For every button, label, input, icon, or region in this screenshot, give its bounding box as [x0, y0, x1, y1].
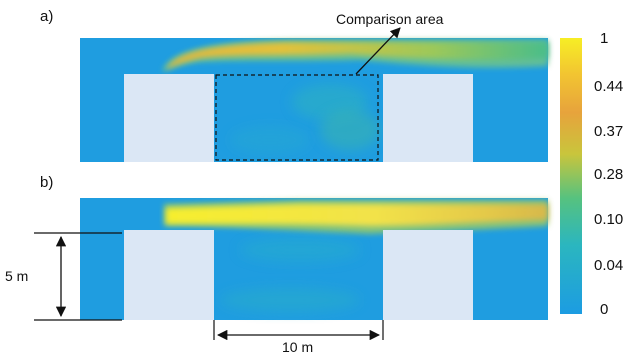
panel-b-plume	[166, 204, 548, 226]
panel-b	[80, 198, 548, 320]
panel-b-eddy-2	[220, 288, 360, 312]
colorbar-tick: 1	[600, 30, 609, 47]
panel-a-eddy-3	[230, 126, 310, 154]
width-dimension	[213, 320, 384, 341]
colorbar-tick: 0.44	[594, 78, 624, 95]
comparison-area-box	[215, 74, 379, 161]
colorbar-tick: 0	[600, 301, 609, 318]
panel-a-label: a)	[40, 8, 54, 25]
height-label: 5 m	[5, 268, 29, 284]
colorbar-tick: 0.04	[594, 257, 624, 274]
panel-a-plume	[166, 42, 548, 70]
panel-b-label: b)	[40, 174, 54, 191]
comparison-arrow	[355, 27, 401, 75]
height-dimension	[34, 232, 122, 321]
colorbar-tick: 0.10	[594, 211, 624, 228]
panel-a-obstacle-right	[383, 74, 473, 162]
width-label: 10 m	[282, 339, 314, 355]
panel-a	[80, 38, 548, 162]
panel-a-obstacle-left	[124, 74, 214, 162]
panel-a-eddy-2	[320, 110, 380, 150]
panel-b-obstacle-right	[383, 230, 473, 320]
colorbar	[560, 38, 582, 314]
colorbar-tick: 0.37	[594, 123, 624, 140]
colorbar-tick: 0.28	[594, 166, 624, 183]
panel-b-eddy-1	[240, 238, 360, 262]
panel-b-obstacle-left	[124, 230, 214, 320]
comparison-area-label: Comparison area	[336, 11, 444, 27]
